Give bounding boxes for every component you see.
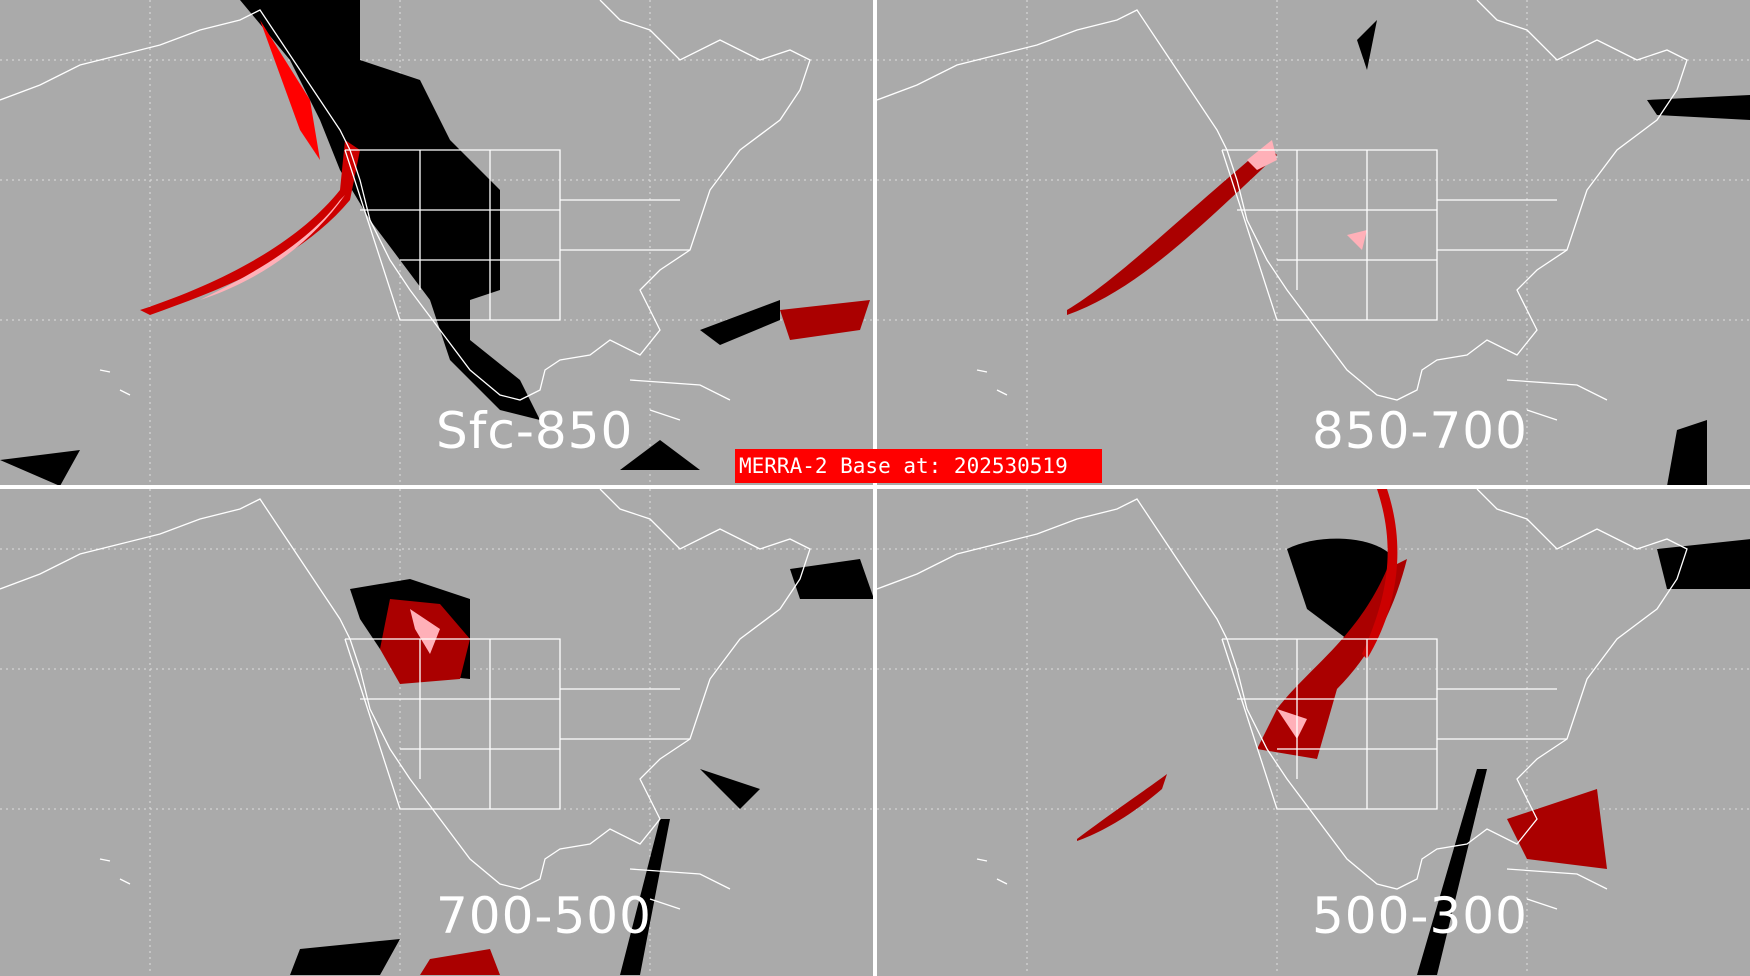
panel-label: 500-300 [1312, 887, 1528, 945]
panel-500-300: 500-300 [877, 489, 1750, 975]
title-banner: MERRA-2 Base at: 202530519 [735, 449, 1102, 483]
map-700-500 [0, 489, 874, 975]
map-500-300 [877, 489, 1750, 975]
panel-divider-horizontal [0, 485, 1750, 489]
panel-label: Sfc-850 [436, 402, 634, 460]
panel-label: 700-500 [436, 887, 652, 945]
map-850-700 [877, 0, 1750, 486]
panel-700-500: 700-500 [0, 489, 874, 975]
map-sfc-850 [0, 0, 874, 486]
panel-850-700: 850-700 [877, 0, 1750, 486]
panel-sfc-850: Sfc-850 [0, 0, 874, 486]
panel-label: 850-700 [1312, 402, 1528, 460]
